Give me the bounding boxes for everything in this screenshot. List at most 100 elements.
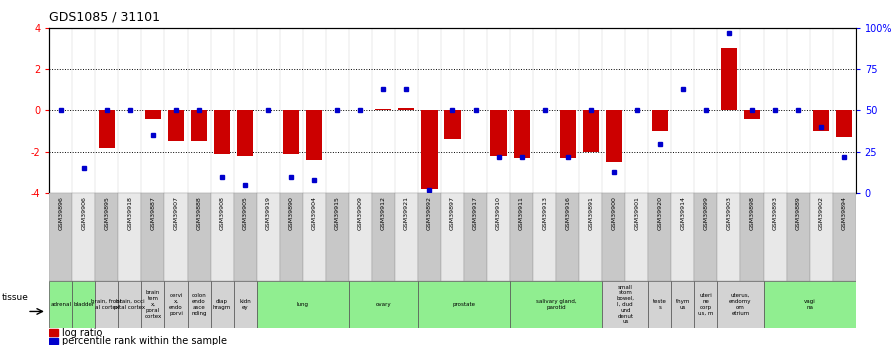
Text: GSM39919: GSM39919 [265, 196, 271, 230]
Bar [118, 281, 142, 328]
Bar [187, 193, 211, 281]
Text: GSM39899: GSM39899 [703, 196, 709, 230]
Bar [441, 193, 464, 281]
Bar [118, 193, 142, 281]
Bar [95, 193, 118, 281]
Bar [510, 193, 533, 281]
Text: GSM39895: GSM39895 [104, 196, 109, 230]
Text: GSM39889: GSM39889 [796, 196, 801, 230]
Bar [787, 193, 810, 281]
Bar [49, 338, 58, 344]
Bar [234, 281, 256, 328]
Text: percentile rank within the sample: percentile rank within the sample [62, 336, 227, 345]
Bar [418, 193, 441, 281]
Text: GSM39907: GSM39907 [174, 196, 178, 230]
Bar [510, 281, 602, 328]
Text: GSM39908: GSM39908 [220, 196, 225, 230]
Bar [464, 193, 487, 281]
Bar [73, 281, 95, 328]
Text: GSM39902: GSM39902 [819, 196, 823, 230]
Text: log ratio: log ratio [62, 328, 102, 337]
Text: GSM39898: GSM39898 [749, 196, 754, 230]
Bar [395, 193, 418, 281]
Bar [256, 193, 280, 281]
Bar [487, 193, 510, 281]
Text: ovary: ovary [375, 302, 392, 307]
Bar [280, 193, 303, 281]
Text: GSM39921: GSM39921 [404, 196, 409, 230]
Bar [810, 193, 832, 281]
Text: GSM39891: GSM39891 [588, 196, 593, 230]
Bar [560, 110, 576, 158]
Bar [606, 110, 622, 162]
Text: GSM39913: GSM39913 [542, 196, 547, 230]
Text: uterus,
endomy
om
etrium: uterus, endomy om etrium [729, 293, 752, 316]
Bar [832, 193, 856, 281]
Text: GSM39897: GSM39897 [450, 196, 455, 230]
Text: cervi
x,
endo
porvi: cervi x, endo porvi [169, 293, 183, 316]
Bar [349, 193, 372, 281]
Bar [625, 193, 649, 281]
Bar [142, 193, 165, 281]
Bar [211, 281, 234, 328]
Bar [813, 110, 829, 131]
Text: GSM39920: GSM39920 [658, 196, 662, 230]
Bar [649, 281, 671, 328]
Bar [579, 193, 602, 281]
Bar [145, 110, 161, 119]
Text: GSM39918: GSM39918 [127, 196, 133, 230]
Text: salivary gland,
parotid: salivary gland, parotid [536, 299, 576, 310]
Bar [165, 281, 187, 328]
Text: GSM39901: GSM39901 [634, 196, 640, 230]
Text: GSM39896: GSM39896 [58, 196, 64, 230]
Bar [283, 110, 299, 154]
Bar [211, 193, 234, 281]
Bar [187, 281, 211, 328]
Text: GSM39903: GSM39903 [727, 196, 731, 230]
Text: kidn
ey: kidn ey [239, 299, 251, 310]
Bar [214, 110, 230, 154]
Bar [763, 193, 787, 281]
Bar [375, 109, 392, 110]
Bar [763, 281, 856, 328]
Bar [99, 110, 115, 148]
Text: GSM39905: GSM39905 [243, 196, 247, 230]
Text: GSM39910: GSM39910 [496, 196, 501, 230]
Bar [234, 193, 256, 281]
Text: tissue: tissue [2, 293, 29, 302]
Bar [372, 193, 395, 281]
Text: GSM39894: GSM39894 [841, 196, 847, 230]
Bar [421, 110, 437, 189]
Text: GSM39906: GSM39906 [82, 196, 86, 230]
Bar [142, 281, 165, 328]
Bar [490, 110, 506, 156]
Text: GSM39915: GSM39915 [335, 196, 340, 230]
Bar [649, 193, 671, 281]
Text: GSM39888: GSM39888 [196, 196, 202, 229]
Text: GSM39887: GSM39887 [151, 196, 156, 230]
Text: GDS1085 / 31101: GDS1085 / 31101 [49, 10, 160, 23]
Text: GSM39911: GSM39911 [519, 196, 524, 230]
Bar [744, 110, 760, 119]
Text: prostate: prostate [452, 302, 476, 307]
Bar [237, 110, 254, 156]
Text: GSM39904: GSM39904 [312, 196, 317, 230]
Text: GSM39893: GSM39893 [772, 196, 778, 230]
Text: adrenal: adrenal [50, 302, 72, 307]
Bar [349, 281, 418, 328]
Text: GSM39916: GSM39916 [565, 196, 570, 230]
Bar [694, 281, 718, 328]
Bar [168, 110, 184, 141]
Text: thym
us: thym us [676, 299, 690, 310]
Bar [165, 193, 187, 281]
Bar [95, 281, 118, 328]
Text: brain, occi
pital cortex: brain, occi pital cortex [115, 299, 145, 310]
Bar [694, 193, 718, 281]
Text: GSM39912: GSM39912 [381, 196, 386, 230]
Bar [73, 193, 95, 281]
Bar [49, 329, 58, 335]
Bar [306, 110, 323, 160]
Text: diap
hragm: diap hragm [213, 299, 231, 310]
Bar [718, 193, 740, 281]
Text: uteri
ne
corp
us, m: uteri ne corp us, m [698, 293, 713, 316]
